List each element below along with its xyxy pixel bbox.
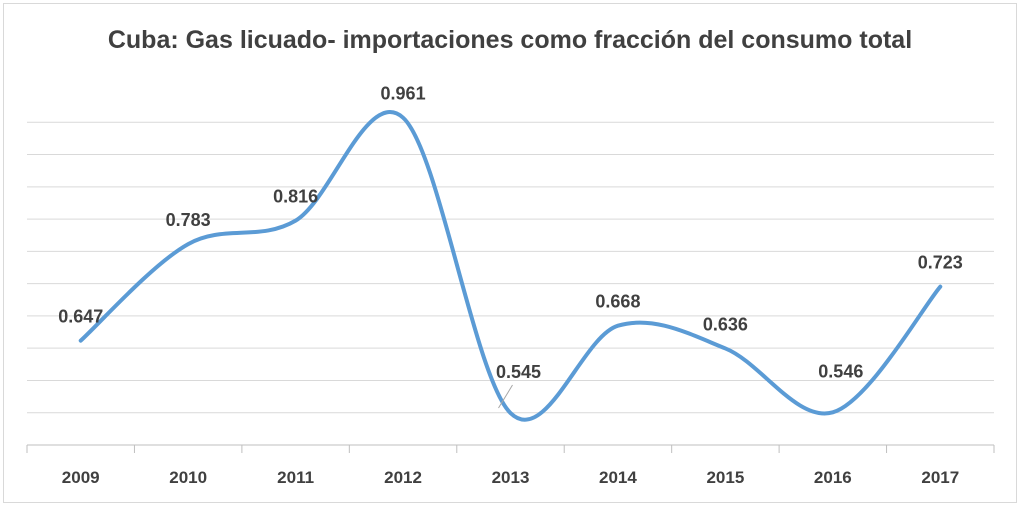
- data-label: 0.668: [595, 292, 640, 312]
- data-label: 0.545: [496, 362, 541, 382]
- x-tick-label: 2014: [599, 468, 637, 487]
- x-tick-label: 2016: [814, 468, 852, 487]
- x-tick-label: 2017: [921, 468, 959, 487]
- x-tick-label: 2013: [492, 468, 530, 487]
- x-tick-label: 2015: [706, 468, 744, 487]
- series-line: [78, 110, 943, 422]
- x-axis: 2009 2010 2011 2012 2013 2014 2015 2016 2017: [26, 444, 995, 487]
- gridlines: [27, 121, 994, 414]
- x-tick-label: 2009: [62, 468, 100, 487]
- x-tick-label: 2012: [384, 468, 422, 487]
- chart-title: Cuba: Gas licuado- importaciones como fr…: [107, 26, 913, 54]
- series-layer: [78, 110, 943, 422]
- label-leader-line: [498, 384, 513, 409]
- data-label: 0.816: [273, 187, 318, 207]
- data-labels: 0.647 0.783 0.816 0.961 0.545 0.668 0.636 0.546…: [58, 84, 963, 409]
- x-tick-label: 2010: [169, 468, 207, 487]
- data-label: 0.636: [703, 314, 748, 334]
- data-label: 0.546: [818, 361, 863, 381]
- data-label: 0.647: [58, 307, 103, 327]
- data-label: 0.723: [918, 253, 963, 273]
- x-tick-label: 2011: [277, 468, 314, 487]
- data-label: 0.783: [166, 210, 211, 230]
- data-label: 0.961: [381, 84, 426, 104]
